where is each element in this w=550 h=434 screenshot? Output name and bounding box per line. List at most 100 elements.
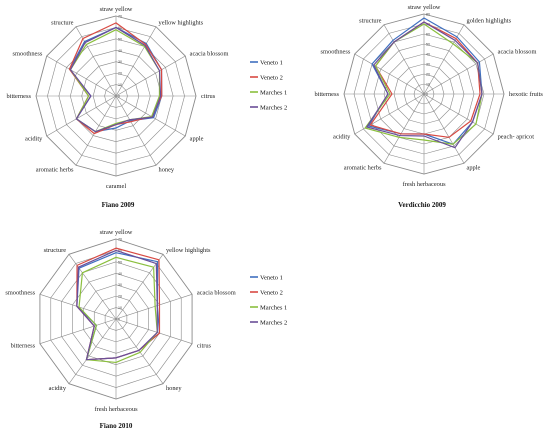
grid-spoke (383, 93, 425, 164)
axis-label: aromatic herbs (344, 165, 382, 172)
axis-label: hexotic fruits (509, 91, 543, 98)
legend-label: Veneto 1 (260, 59, 283, 66)
tick-label: 20 (426, 73, 430, 77)
axis-label: acidity (333, 134, 351, 141)
axis-label: yellow highlights (159, 19, 204, 26)
grid-spoke (115, 95, 157, 166)
axis-label: structure (44, 247, 67, 254)
tick-label: 30 (118, 60, 122, 64)
chart-title: Fiano 2009 (102, 201, 135, 209)
axis-label: yellow highlights (166, 247, 211, 254)
axis-label: caramel (106, 183, 126, 190)
chart-title: Verdicchio 2009 (398, 201, 446, 209)
tick-label: 50 (118, 260, 122, 264)
series-line-marches-2 (366, 21, 483, 149)
axis-label: bitterness (315, 91, 340, 98)
tick-label: 40 (118, 49, 122, 53)
tick-label: 20 (118, 72, 122, 76)
axis-label: structure (359, 17, 382, 24)
grid-spoke (115, 95, 186, 137)
axis-label: smoothness (5, 290, 35, 297)
grid-spoke (423, 93, 465, 164)
legend-label: Veneto 2 (260, 289, 283, 296)
axis-label: apple (190, 136, 204, 143)
axis-label: straw yellow (100, 229, 133, 236)
tick-label: 70 (118, 15, 122, 19)
axis-label: acacia blossom (190, 51, 229, 58)
grid-spoke (423, 93, 494, 135)
chart-title: Fiano 2010 (100, 422, 133, 430)
axis-label: honey (166, 385, 182, 392)
series-line-veneto-1 (68, 26, 163, 133)
legend-label: Marches 1 (260, 304, 287, 311)
tick-label: 10 (118, 83, 122, 87)
axis-label: fresh herbaceous (94, 406, 138, 413)
axis-label: structure (51, 19, 74, 26)
radar-chart-fiano-2009: 0 10 20 30 40 50 60 70 straw yellow yellow highli… (7, 6, 288, 209)
tick-label: 60 (118, 249, 122, 253)
grid-spoke (39, 318, 117, 345)
grid-spoke (68, 318, 117, 384)
tick-label: 70 (118, 238, 122, 242)
axis-label: bitterness (7, 93, 32, 100)
tick-label: 60 (426, 33, 430, 37)
legend-label: Marches 2 (260, 319, 287, 326)
grid-spoke (115, 293, 193, 320)
tick-label: 30 (118, 283, 122, 287)
tick-label: 0 (118, 95, 120, 99)
series-line-marches-2 (76, 249, 158, 361)
axis-label: acacia blossom (498, 49, 537, 56)
axis-label: smoothness (321, 49, 351, 56)
tick-label: 0 (118, 318, 120, 322)
tick-label: 40 (118, 272, 122, 276)
axis-label: straw yellow (100, 6, 133, 13)
axis-label: citrus (197, 342, 212, 349)
axis-label: peach- apricot (498, 134, 535, 141)
axis-label: honey (159, 167, 175, 174)
series-line-marches-1 (78, 256, 158, 364)
grid-spoke (383, 24, 425, 95)
legend-label: Veneto 1 (260, 274, 283, 281)
tick-label: 60 (118, 26, 122, 30)
series-line-marches-2 (69, 26, 162, 133)
grid-spoke (46, 55, 117, 97)
grid-spoke (115, 318, 193, 345)
tick-label: 40 (426, 53, 430, 57)
axis-label: citrus (201, 93, 216, 100)
series-line-veneto-2 (369, 21, 481, 138)
axis-label: bitterness (11, 342, 36, 349)
axis-label: apple (467, 165, 481, 172)
grid-spoke (115, 318, 164, 384)
tick-label: 50 (118, 37, 122, 41)
axis-label: smoothness (13, 51, 43, 58)
radar-chart-fiano-2010: 0 10 20 30 40 50 60 70 straw yellow yellow highli… (5, 229, 287, 430)
legend-label: Marches 1 (260, 89, 287, 96)
grid-spoke (75, 95, 117, 166)
legend: Veneto 1 Veneto 2 Marches 1 Marches 2 (250, 274, 287, 326)
axis-label: aromatic herbs (36, 167, 74, 174)
axis-label: fresh herbaceous (402, 181, 446, 188)
tick-label: 80 (426, 13, 430, 17)
axis-label: acidity (25, 136, 43, 143)
grid-spoke (115, 254, 164, 320)
axis-label: acacia blossom (197, 290, 236, 297)
grid-spoke (46, 95, 117, 137)
grid-spoke (423, 24, 465, 95)
tick-label: 50 (426, 43, 430, 47)
grid-spoke (354, 53, 425, 95)
axis-label: acidity (49, 385, 67, 392)
grid-spoke (423, 53, 494, 95)
tick-label: 10 (118, 306, 122, 310)
tick-label: 10 (426, 83, 430, 87)
axis-label: golden highlights (467, 17, 512, 24)
legend-label: Veneto 2 (260, 74, 283, 81)
legend-label: Marches 2 (260, 104, 287, 111)
tick-label: 30 (426, 63, 430, 67)
tick-label: 0 (426, 93, 428, 97)
tick-label: 20 (118, 295, 122, 299)
grid-spoke (115, 26, 157, 97)
grid-spoke (115, 55, 186, 97)
legend: Veneto 1 Veneto 2 Marches 1 Marches 2 (250, 59, 287, 111)
